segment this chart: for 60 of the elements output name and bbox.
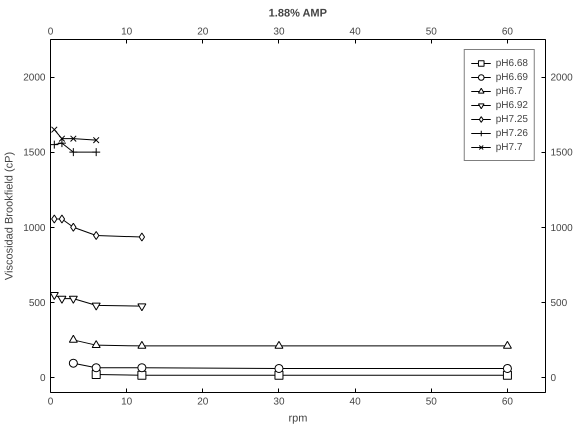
legend-label: pH6.68 (496, 56, 528, 70)
point (137, 363, 146, 372)
y2-tick-label: 1500 (550, 148, 574, 159)
point (68, 358, 78, 368)
point (137, 340, 146, 349)
point (137, 303, 146, 312)
point (138, 232, 146, 242)
x2-tick-label: 40 (350, 396, 362, 408)
point (502, 364, 512, 373)
y-tick-label: 500 (28, 298, 46, 309)
point (57, 296, 66, 304)
point (50, 140, 59, 150)
x-tick-label: 40 (350, 26, 362, 38)
x-tick-label: 60 (502, 26, 514, 38)
point (92, 148, 101, 157)
point (68, 148, 78, 157)
x2-tick-label: 10 (121, 396, 133, 408)
point (274, 340, 284, 349)
point (68, 334, 78, 343)
legend-label: pH7.26 (496, 126, 528, 140)
legend-label: pH6.69 (496, 70, 528, 84)
point (70, 222, 77, 232)
x-tick-label: 10 (121, 26, 133, 38)
y-tick-label: 2000 (23, 72, 46, 84)
legend-label: pH6.7 (496, 84, 522, 98)
x-tick-label: 50 (426, 26, 438, 38)
point (137, 370, 146, 380)
chart-title: 1.88% AMP (268, 8, 327, 20)
y-tick-label: 1000 (23, 222, 46, 234)
y2-tick-label: 0 (550, 372, 556, 384)
legend-label: pH6.92 (496, 98, 528, 112)
x2-tick-label: 30 (273, 396, 285, 408)
point (92, 340, 101, 348)
y2-tick-label: 2000 (550, 72, 574, 84)
x2-tick-label: 50 (426, 396, 438, 408)
point (57, 138, 66, 148)
point (92, 302, 101, 310)
y2-tick-label: 500 (550, 298, 568, 309)
point (68, 296, 78, 304)
legend-label: pH7.7 (496, 140, 522, 154)
point (58, 214, 66, 224)
point (50, 292, 59, 300)
point (50, 126, 58, 133)
y-tick-label: 0 (40, 372, 46, 384)
y2-tick-label: 1000 (550, 222, 574, 234)
legend-label: pH7.25 (496, 112, 528, 126)
x2-tick-label: 20 (197, 396, 209, 408)
point (70, 135, 77, 142)
x-tick-label: 30 (273, 26, 285, 38)
x2-tick-label: 60 (502, 396, 514, 408)
point (502, 340, 512, 349)
x-tick-label: 0 (48, 26, 54, 38)
x-tick-label: 20 (197, 26, 209, 38)
y-tick-label: 1500 (23, 148, 46, 159)
point (92, 136, 100, 144)
point (92, 363, 101, 372)
x2-tick-label: 0 (48, 396, 54, 408)
point (274, 364, 284, 373)
x-axis-title: rpm (288, 412, 308, 424)
y-axis-title: Viscosidad Brookfield (cP) (3, 152, 16, 280)
